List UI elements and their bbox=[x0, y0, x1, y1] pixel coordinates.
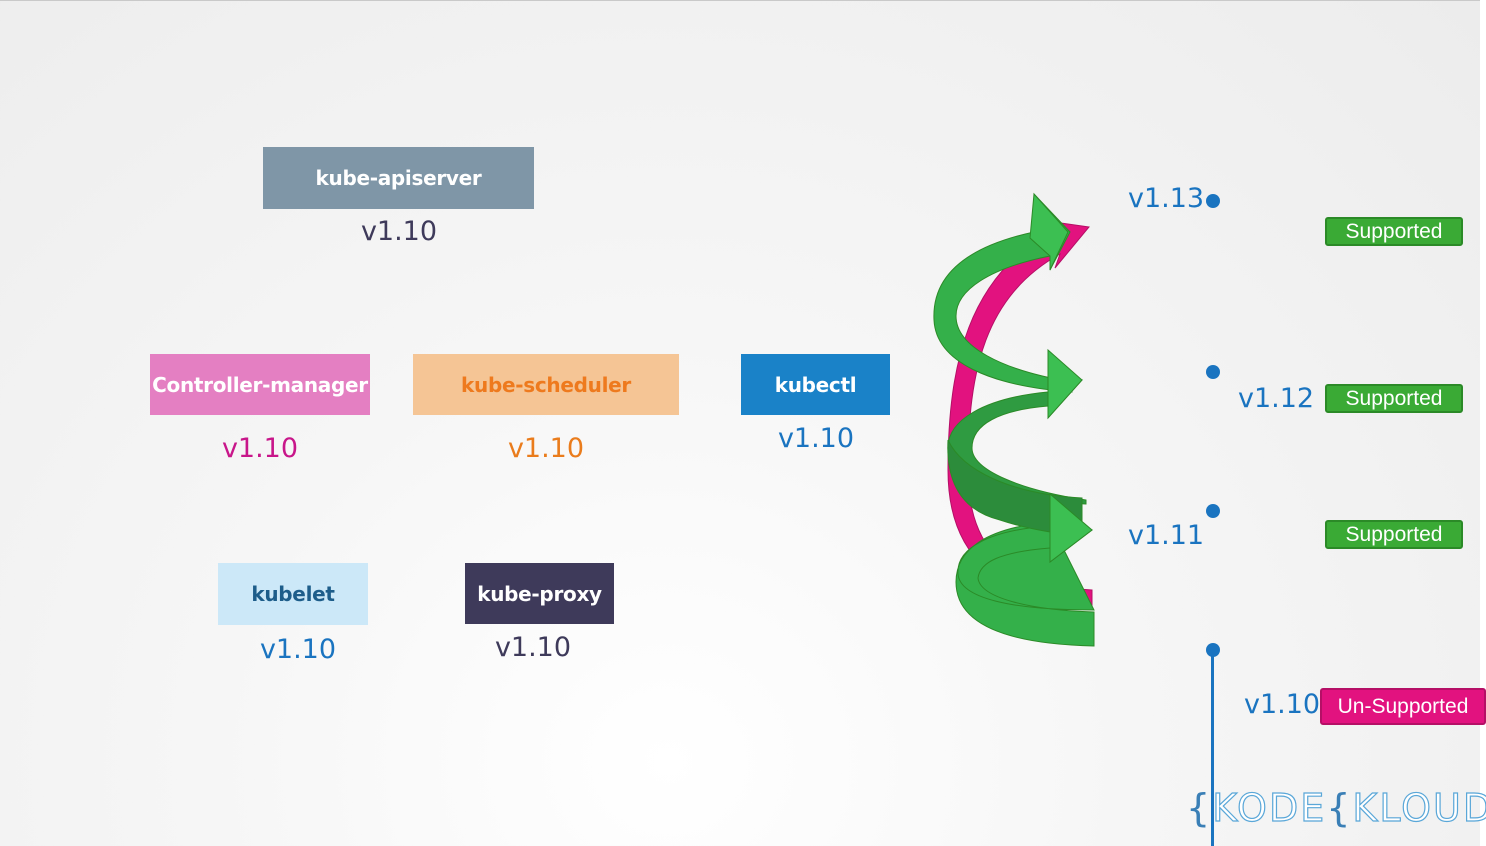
right-border bbox=[1480, 0, 1486, 846]
timeline-label-v110: v1.10 bbox=[1244, 689, 1321, 720]
status-badge-v111: Supported bbox=[1325, 520, 1463, 549]
kube-proxy-label: kube-proxy bbox=[477, 581, 602, 606]
timeline-label-v112: v1.12 bbox=[1238, 383, 1315, 414]
status-badge-v112: Supported bbox=[1325, 384, 1463, 413]
kube-scheduler-version: v1.10 bbox=[507, 433, 585, 464]
kube-scheduler-box: kube-scheduler bbox=[413, 354, 679, 415]
kubectl-box: kubectl bbox=[741, 354, 890, 415]
logo-brace-2: { bbox=[1326, 786, 1353, 830]
status-badge-v113: Supported bbox=[1325, 217, 1463, 246]
timeline-dot-v111 bbox=[1206, 504, 1220, 518]
controller-manager-version: v1.10 bbox=[221, 433, 299, 464]
green-arrow-head-low bbox=[1049, 492, 1093, 564]
logo-letter-k2: K bbox=[1352, 785, 1380, 830]
status-badge-v110: Un-Supported bbox=[1320, 688, 1486, 725]
kubectl-version: v1.10 bbox=[777, 423, 855, 454]
logo-brace-1: { bbox=[1186, 786, 1213, 830]
kubelet-version: v1.10 bbox=[259, 634, 337, 665]
kubelet-box: kubelet bbox=[218, 563, 368, 625]
green-arrow-segment-3 bbox=[947, 439, 1083, 537]
kubelet-label: kubelet bbox=[251, 582, 335, 606]
kube-scheduler-label: kube-scheduler bbox=[461, 372, 631, 397]
kube-proxy-box: kube-proxy bbox=[465, 563, 614, 624]
controller-manager-box: Controller-manager bbox=[150, 354, 370, 415]
timeline-label-v113: v1.13 bbox=[1128, 183, 1205, 214]
kube-apiserver-version: v1.10 bbox=[360, 216, 438, 247]
timeline-label-v111: v1.11 bbox=[1128, 520, 1205, 551]
kubectl-label: kubectl bbox=[774, 372, 857, 397]
logo-text-ode: ODE bbox=[1236, 785, 1327, 830]
timeline-dot-v113 bbox=[1206, 194, 1220, 208]
logo-letter-k1: K bbox=[1212, 785, 1238, 830]
kodekloud-logo: {KODE{KLOUD bbox=[1186, 785, 1486, 830]
pink-upgrade-arrow bbox=[947, 219, 1093, 607]
green-arrow-head-top bbox=[1029, 192, 1069, 271]
kube-apiserver-box: kube-apiserver bbox=[263, 147, 534, 209]
timeline-dot-v112 bbox=[1206, 365, 1220, 379]
timeline-line bbox=[1211, 650, 1214, 846]
logo-text-loud: LOUD bbox=[1379, 785, 1486, 830]
green-arrow-head-mid bbox=[1047, 348, 1083, 420]
controller-manager-label: Controller-manager bbox=[152, 372, 368, 397]
kube-apiserver-label: kube-apiserver bbox=[315, 166, 482, 190]
kube-proxy-version: v1.10 bbox=[494, 632, 572, 663]
top-border bbox=[0, 0, 1486, 1]
